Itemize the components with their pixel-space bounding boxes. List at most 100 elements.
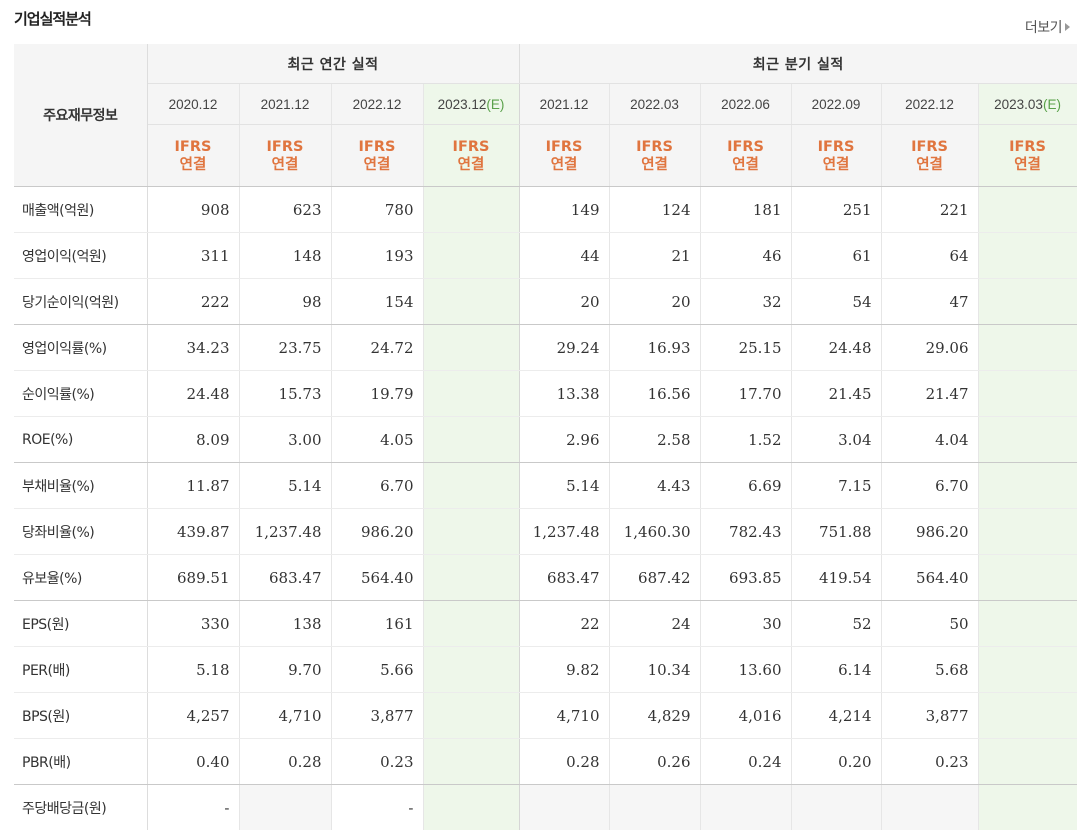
table-cell: 13.38 bbox=[519, 371, 609, 417]
table-cell bbox=[423, 325, 519, 371]
table-cell bbox=[978, 463, 1077, 509]
table-cell: 16.93 bbox=[609, 325, 700, 371]
period-header: 2021.12 bbox=[239, 84, 331, 125]
row-label: EPS(원) bbox=[14, 601, 147, 647]
table-cell: 21.45 bbox=[791, 371, 881, 417]
table-cell: 0.28 bbox=[239, 739, 331, 785]
table-cell: 20 bbox=[609, 279, 700, 325]
quarter-group-header: 최근 분기 실적 bbox=[519, 44, 1077, 84]
period-label: 2022.03 bbox=[630, 97, 679, 112]
period-label: 2022.09 bbox=[812, 97, 861, 112]
table-cell: 693.85 bbox=[700, 555, 791, 601]
table-cell: 64 bbox=[881, 233, 978, 279]
table-cell: 5.66 bbox=[331, 647, 423, 693]
table-cell: 6.14 bbox=[791, 647, 881, 693]
table-cell: 24.72 bbox=[331, 325, 423, 371]
table-cell bbox=[978, 785, 1077, 830]
table-cell bbox=[423, 371, 519, 417]
table-cell: - bbox=[331, 785, 423, 830]
table-cell: 148 bbox=[239, 233, 331, 279]
ifrs-label: IFRS bbox=[979, 138, 1077, 156]
table-cell: 29.24 bbox=[519, 325, 609, 371]
table-cell: 46 bbox=[700, 233, 791, 279]
table-cell: 683.47 bbox=[239, 555, 331, 601]
table-cell: 2.58 bbox=[609, 417, 700, 463]
table-cell: 3,877 bbox=[881, 693, 978, 739]
table-cell bbox=[423, 785, 519, 830]
table-cell bbox=[423, 509, 519, 555]
table-cell: 0.28 bbox=[519, 739, 609, 785]
table-cell: 2.96 bbox=[519, 417, 609, 463]
table-cell: 23.75 bbox=[239, 325, 331, 371]
table-cell bbox=[978, 555, 1077, 601]
row-label: 순이익률(%) bbox=[14, 371, 147, 417]
table-cell: 15.73 bbox=[239, 371, 331, 417]
table-cell bbox=[609, 785, 700, 830]
table-cell: 16.56 bbox=[609, 371, 700, 417]
period-label: 2022.12 bbox=[905, 97, 954, 112]
table-cell bbox=[423, 463, 519, 509]
ifrs-label: IFRS bbox=[240, 138, 331, 156]
annual-group-header: 최근 연간 실적 bbox=[147, 44, 519, 84]
table-cell: 0.23 bbox=[331, 739, 423, 785]
ifrs-label: IFRS bbox=[520, 138, 609, 156]
table-cell bbox=[978, 509, 1077, 555]
table-cell: 34.23 bbox=[147, 325, 239, 371]
table-cell bbox=[423, 187, 519, 233]
table-cell: 21 bbox=[609, 233, 700, 279]
table-cell: 13.60 bbox=[700, 647, 791, 693]
row-label: 유보율(%) bbox=[14, 555, 147, 601]
table-cell: 4,710 bbox=[519, 693, 609, 739]
table-cell: 4.05 bbox=[331, 417, 423, 463]
table-cell: 4,016 bbox=[700, 693, 791, 739]
table-cell bbox=[519, 785, 609, 830]
table-cell: 24.48 bbox=[147, 371, 239, 417]
table-cell: 780 bbox=[331, 187, 423, 233]
table-cell: 124 bbox=[609, 187, 700, 233]
table-cell: 0.40 bbox=[147, 739, 239, 785]
table-cell bbox=[423, 555, 519, 601]
row-label: 당기순이익(억원) bbox=[14, 279, 147, 325]
table-cell: 24 bbox=[609, 601, 700, 647]
table-cell: 623 bbox=[239, 187, 331, 233]
period-label: 2022.12 bbox=[353, 97, 402, 112]
table-cell: 751.88 bbox=[791, 509, 881, 555]
more-link[interactable]: 더보기 bbox=[1025, 17, 1070, 37]
consolidated-label: 연결 bbox=[792, 156, 881, 174]
table-cell: - bbox=[147, 785, 239, 830]
period-header: 2023.03(E) bbox=[978, 84, 1077, 125]
ifrs-label: IFRS bbox=[792, 138, 881, 156]
table-cell: 193 bbox=[331, 233, 423, 279]
table-cell: 4.04 bbox=[881, 417, 978, 463]
ifrs-label: IFRS bbox=[148, 138, 239, 156]
table-cell: 9.70 bbox=[239, 647, 331, 693]
table-cell bbox=[978, 187, 1077, 233]
table-cell: 7.15 bbox=[791, 463, 881, 509]
table-cell: 782.43 bbox=[700, 509, 791, 555]
table-cell: 0.24 bbox=[700, 739, 791, 785]
ifrs-label: IFRS bbox=[610, 138, 700, 156]
table-cell: 154 bbox=[331, 279, 423, 325]
table-cell: 564.40 bbox=[881, 555, 978, 601]
table-cell bbox=[978, 279, 1077, 325]
table-cell bbox=[423, 647, 519, 693]
row-label: ROE(%) bbox=[14, 417, 147, 463]
table-cell: 222 bbox=[147, 279, 239, 325]
table-cell: 687.42 bbox=[609, 555, 700, 601]
consolidated-label: 연결 bbox=[701, 156, 791, 174]
table-cell: 4,257 bbox=[147, 693, 239, 739]
table-cell: 6.69 bbox=[700, 463, 791, 509]
table-cell bbox=[978, 739, 1077, 785]
table-cell: 689.51 bbox=[147, 555, 239, 601]
table-cell: 439.87 bbox=[147, 509, 239, 555]
period-label: 2021.12 bbox=[540, 97, 589, 112]
ifrs-label: IFRS bbox=[424, 138, 519, 156]
